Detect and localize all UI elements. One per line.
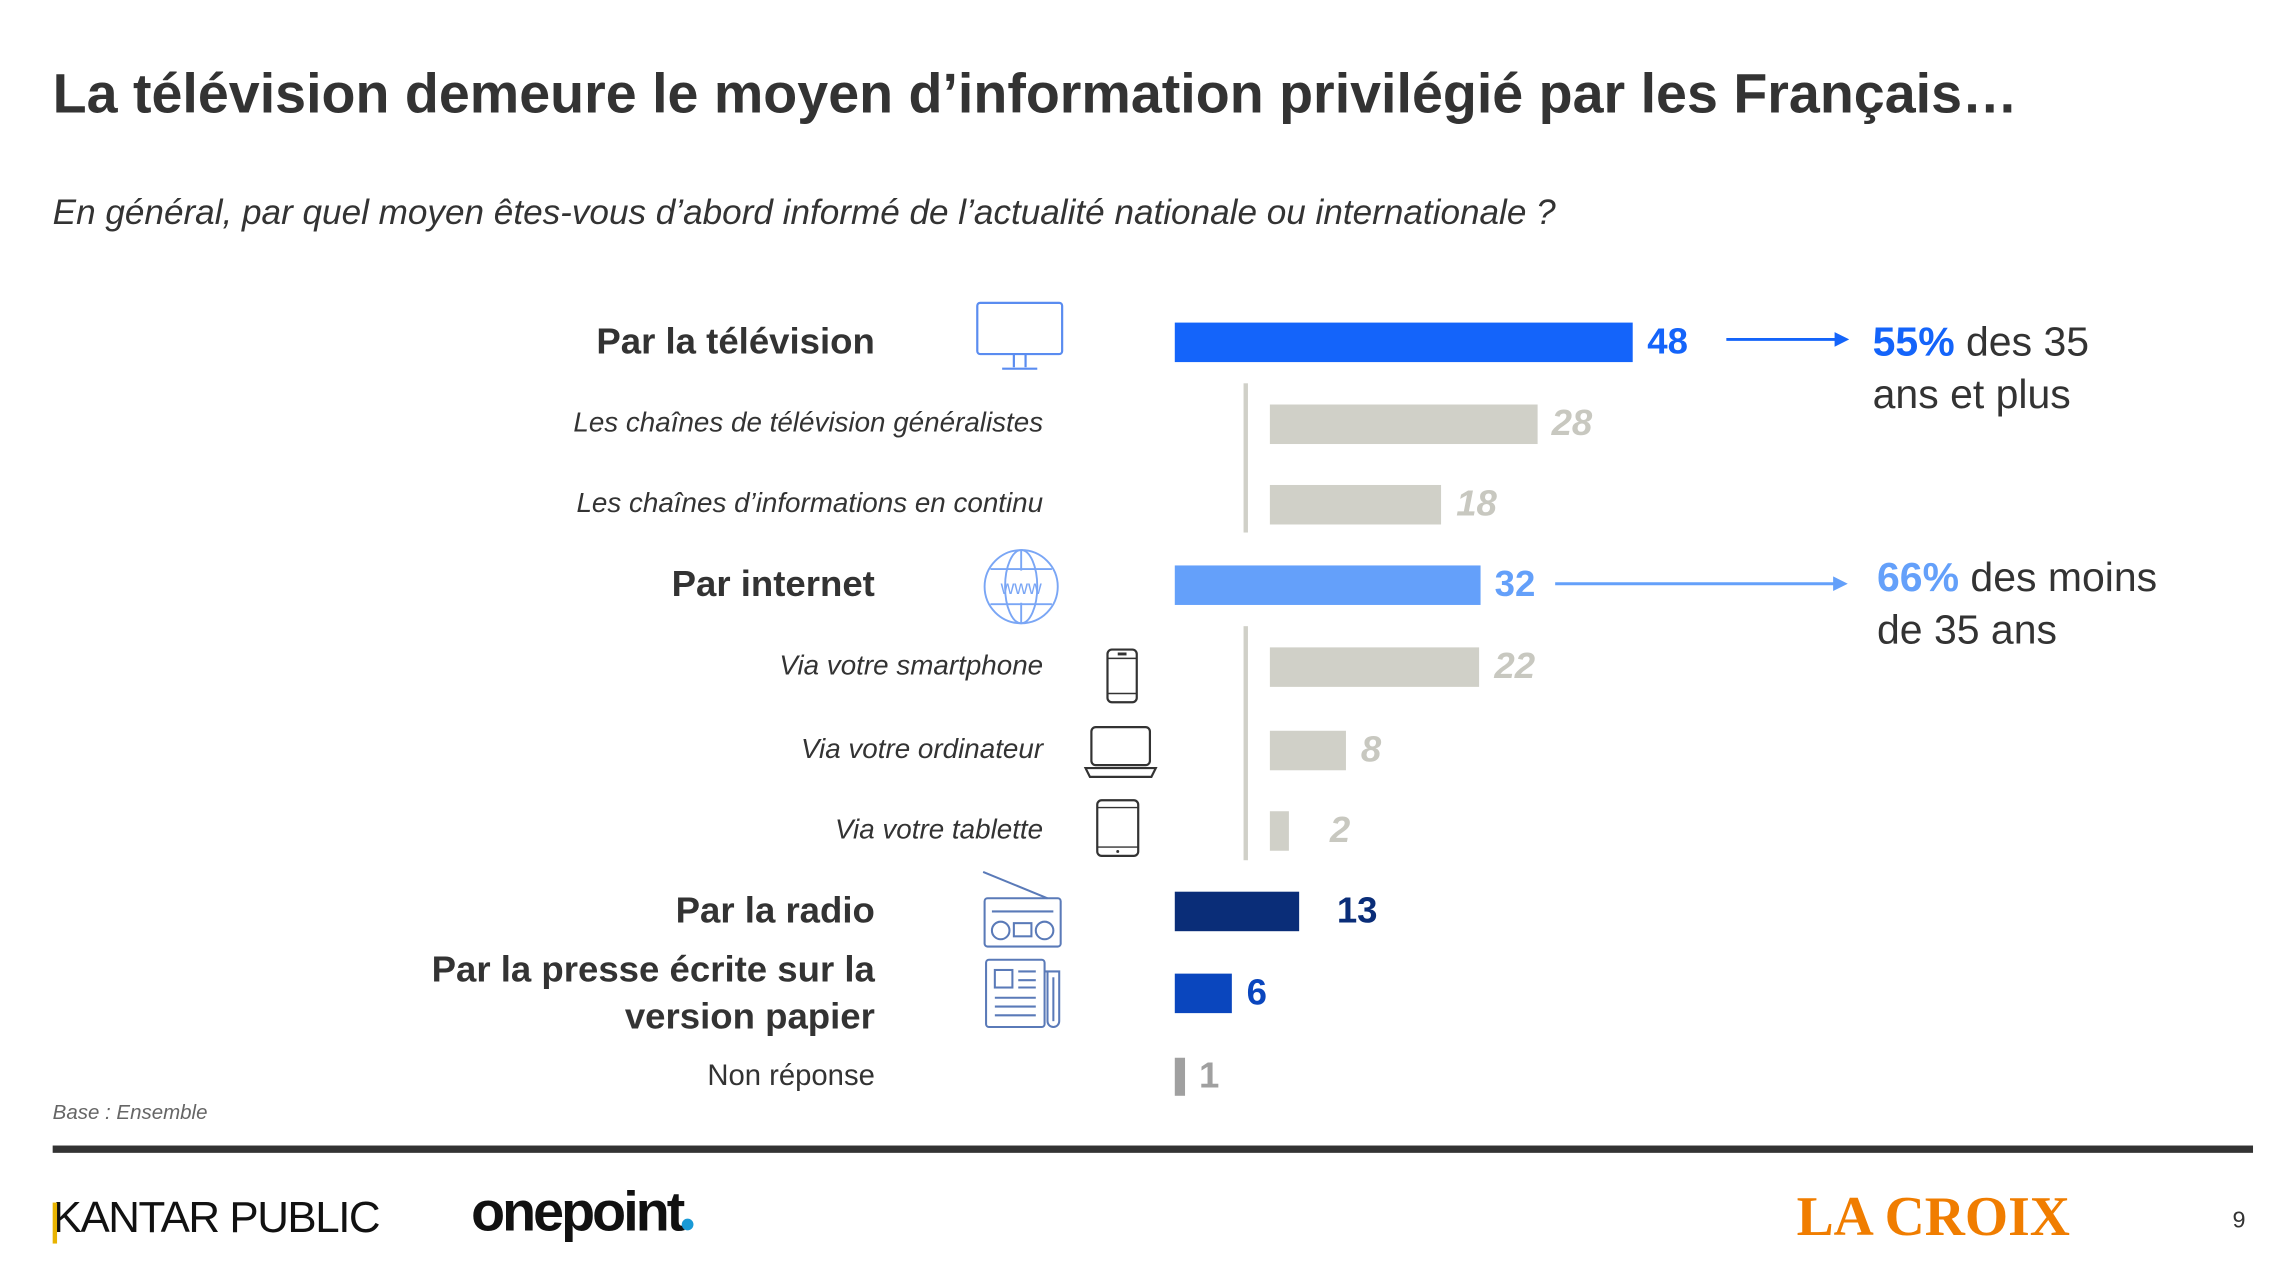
tablet-icon xyxy=(1096,799,1140,857)
category-label: Par la presse écrite sur la version papi… xyxy=(431,949,875,1038)
category-label: Les chaînes de télévision généralistes xyxy=(573,408,1044,439)
arrow-internet-annotation xyxy=(1555,576,1848,592)
category-label: Non réponse xyxy=(707,1059,875,1093)
question-subtitle: En général, par quel moyen êtes-vous d’a… xyxy=(52,193,1556,233)
smartphone-icon xyxy=(1106,648,1138,704)
bar xyxy=(1174,1057,1185,1096)
la-croix-logo: LA CROIX xyxy=(1796,1186,2070,1248)
bar xyxy=(1269,730,1347,771)
bar xyxy=(1174,322,1633,363)
annotation-tv-line1: des 35 xyxy=(1966,318,2090,365)
arrow-tv-annotation xyxy=(1726,332,1850,347)
television-icon xyxy=(976,301,1064,370)
onepoint-logo-text: onepoint xyxy=(471,1182,685,1244)
data-label: 6 xyxy=(1246,972,1267,1014)
bar xyxy=(1174,565,1481,605)
laptop-icon xyxy=(1083,726,1158,778)
category-label: Via votre tablette xyxy=(835,814,1044,846)
category-label: Via votre smartphone xyxy=(779,651,1044,682)
bar xyxy=(1269,811,1289,851)
page-number: 9 xyxy=(2232,1208,2246,1234)
bar xyxy=(1269,647,1480,687)
bar xyxy=(1174,973,1233,1014)
internet-subgroup-line xyxy=(1243,626,1248,861)
annotation-tv: 55% des 35 ans et plus xyxy=(1873,316,2089,421)
data-label: 32 xyxy=(1494,563,1536,605)
data-label: 13 xyxy=(1336,890,1378,932)
annotation-internet-line2: de 35 ans xyxy=(1877,607,2057,653)
category-label: Via votre ordinateur xyxy=(801,734,1044,766)
data-label: 28 xyxy=(1551,403,1593,445)
onepoint-logo: onepoint xyxy=(471,1182,695,1245)
slide-title: La télévision demeure le moyen d’informa… xyxy=(52,64,2018,126)
category-label: Les chaînes d’informations en continu xyxy=(576,488,1044,520)
footer-divider xyxy=(52,1145,2254,1153)
tv-subgroup-line xyxy=(1243,383,1248,533)
data-label: 2 xyxy=(1329,809,1351,851)
category-label: Par la télévision xyxy=(596,321,875,363)
base-note: Base : Ensemble xyxy=(52,1100,208,1124)
globe-www-icon: www xyxy=(983,549,1059,625)
data-label: 22 xyxy=(1494,645,1536,687)
bar xyxy=(1174,891,1299,932)
kantar-public-logo: KANTAR PUBLIC xyxy=(52,1193,381,1244)
annotation-internet-line1: des moins xyxy=(1970,554,2158,600)
bar xyxy=(1269,484,1442,525)
data-label: 18 xyxy=(1456,483,1497,525)
annotation-tv-highlight: 55% xyxy=(1872,318,1955,365)
data-label: 8 xyxy=(1360,729,1382,771)
newspaper-icon xyxy=(985,958,1061,1029)
category-label: Par internet xyxy=(671,563,875,605)
annotation-tv-line2: ans et plus xyxy=(1872,371,2071,417)
data-label: 1 xyxy=(1198,1055,1220,1097)
bar xyxy=(1269,404,1537,445)
annotation-internet-highlight: 66% xyxy=(1877,554,1960,600)
radio-icon xyxy=(982,871,1062,948)
svg-text:www: www xyxy=(1000,578,1042,599)
data-label: 48 xyxy=(1647,321,1688,363)
onepoint-logo-dot xyxy=(682,1218,695,1231)
category-label: Par la radio xyxy=(675,890,875,932)
annotation-internet: 66% des moins de 35 ans xyxy=(1877,552,2157,657)
